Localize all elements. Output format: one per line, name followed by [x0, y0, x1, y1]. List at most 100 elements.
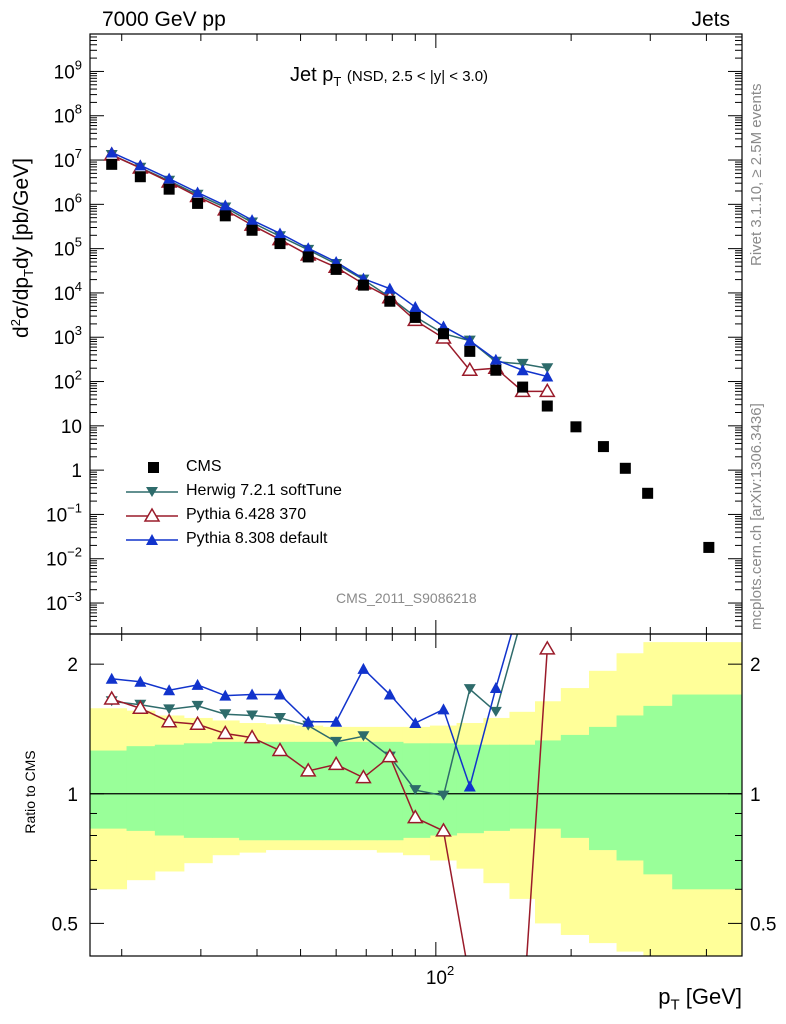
ratio-point-pythia8: [463, 780, 476, 792]
ratio-point-pythia6: [299, 762, 317, 777]
stat-band-bin: [322, 741, 351, 841]
ratio-point-herwig: [219, 709, 232, 720]
stat-band-bin: [643, 705, 673, 875]
ratio-point-herwig: [463, 684, 476, 695]
ratio-y-tick-label-right: 2: [750, 655, 761, 676]
stat-band-bin: [483, 744, 510, 831]
main-point-pythia8: [541, 370, 554, 382]
main-point-cms: [597, 441, 609, 453]
ratio-point-pythia6: [406, 809, 424, 824]
main-y-tick-label-exponent: 9: [75, 57, 82, 72]
main-y-tick-label: 10−2: [46, 545, 82, 571]
ratio-point-pythia8: [489, 682, 502, 694]
main-line-herwig: [111, 154, 548, 369]
stat-band-bin: [294, 741, 324, 841]
main-point-pythia6: [461, 361, 479, 376]
main-point-pythia8: [516, 364, 529, 376]
main-point-cms: [384, 295, 396, 307]
x-tick-label: 102: [426, 963, 454, 989]
ratio-point-pythia6: [538, 640, 556, 655]
x-tick-label-exponent: 2: [447, 963, 454, 978]
legend-label-pythia8: Pythia 8.308 default: [186, 530, 328, 547]
main-point-cms: [192, 197, 204, 209]
main-point-cms: [246, 224, 258, 236]
main-point-cms: [437, 328, 449, 340]
ratio-point-herwig: [246, 710, 259, 721]
legend-label-cms: CMS: [186, 458, 222, 475]
main-point-pythia8: [273, 227, 286, 239]
ratio-point-pythia8: [273, 688, 286, 700]
ratio-point-herwig: [330, 736, 343, 747]
main-y-tick-label-base: 10: [46, 505, 67, 526]
stat-band-bin: [126, 746, 156, 831]
main-point-herwig: [541, 363, 554, 374]
legend-entry-pythia8: Pythia 8.308 default: [122, 528, 402, 552]
main-y-tick-label-base: 10: [61, 417, 82, 438]
main-point-pythia8: [489, 353, 502, 365]
ratio-point-pythia6: [271, 742, 289, 757]
main-point-pythia8: [163, 172, 176, 184]
ratio-point-pythia6: [189, 715, 206, 731]
legend-label-herwig: Herwig 7.2.1 softTune: [186, 482, 342, 499]
ratio-point-pythia6: [327, 755, 345, 771]
main-point-cms: [163, 183, 175, 195]
main-point-cms: [464, 345, 476, 357]
main-y-tick-label-base: 10: [54, 284, 75, 305]
stat-band-bin: [589, 726, 618, 851]
main-y-tick-label: 109: [54, 57, 82, 83]
stat-band-bin: [672, 694, 743, 890]
main-y-tick-label: 106: [54, 190, 82, 216]
main-point-cms: [134, 171, 146, 183]
main-point-cms: [619, 462, 631, 474]
stat-band-bin: [349, 741, 378, 841]
main-point-pythia8: [105, 146, 118, 158]
main-y-tick-label-base: 10: [54, 195, 75, 216]
stat-band-bin: [183, 743, 213, 838]
main-point-cms: [409, 311, 421, 323]
ratio-point-pythia6: [463, 973, 477, 985]
main-y-tick-label: 105: [54, 235, 82, 261]
legend: CMS Herwig 7.2.1 softTune Pythia 6.428 3…: [122, 456, 402, 552]
ratio-point-pythia8: [246, 688, 259, 700]
main-point-cms: [274, 238, 286, 250]
ratio-point-pythia8: [163, 684, 176, 696]
main-y-tick-label-exponent: 7: [75, 146, 82, 161]
main-y-tick-label-exponent: 6: [75, 190, 82, 205]
main-plot-data: [103, 146, 715, 553]
main-point-herwig: [516, 358, 529, 369]
stat-band-bin: [265, 741, 295, 841]
main-y-tick-label: 107: [54, 146, 82, 172]
main-point-pythia8: [219, 199, 232, 211]
main-point-cms: [642, 487, 654, 499]
ratio-point-herwig: [541, 566, 553, 576]
ratio-plot-border: [89, 633, 743, 957]
ratio-point-pythia6: [381, 748, 399, 763]
main-y-tick-label-base: 10: [54, 62, 75, 83]
ratio-point-pythia8: [134, 675, 147, 687]
stat-band-bin: [509, 744, 536, 829]
main-point-cms: [703, 541, 715, 553]
ratio-point-pythia6: [160, 713, 178, 728]
ratio-point-pythia8: [219, 689, 232, 701]
main-point-pythia8: [191, 186, 204, 198]
ratio-uncertainty-bands: [90, 642, 743, 956]
ratio-plot-data: [103, 502, 556, 1024]
ratio-point-pythia8: [541, 502, 553, 513]
main-point-cms: [570, 421, 582, 433]
main-point-cms: [357, 279, 369, 291]
ratio-point-pythia6: [489, 1012, 503, 1024]
ratio-point-herwig: [489, 706, 502, 717]
ratio-point-pythia8: [191, 678, 204, 690]
main-y-tick-label-base: 10: [46, 594, 67, 615]
main-point-pythia8: [463, 334, 476, 346]
ratio-point-pythia6: [355, 769, 372, 784]
header-observable-label: Jets: [691, 8, 730, 31]
main-point-cms: [330, 263, 342, 275]
main-y-tick-label-exponent: 5: [75, 235, 82, 250]
main-point-cms: [106, 158, 118, 170]
main-point-pythia8: [302, 242, 315, 254]
ratio-y-tick-label-right: 0.5: [750, 914, 776, 935]
legend-label-pythia6: Pythia 6.428 370: [186, 506, 307, 523]
main-y-tick-label-exponent: 2: [75, 368, 82, 383]
